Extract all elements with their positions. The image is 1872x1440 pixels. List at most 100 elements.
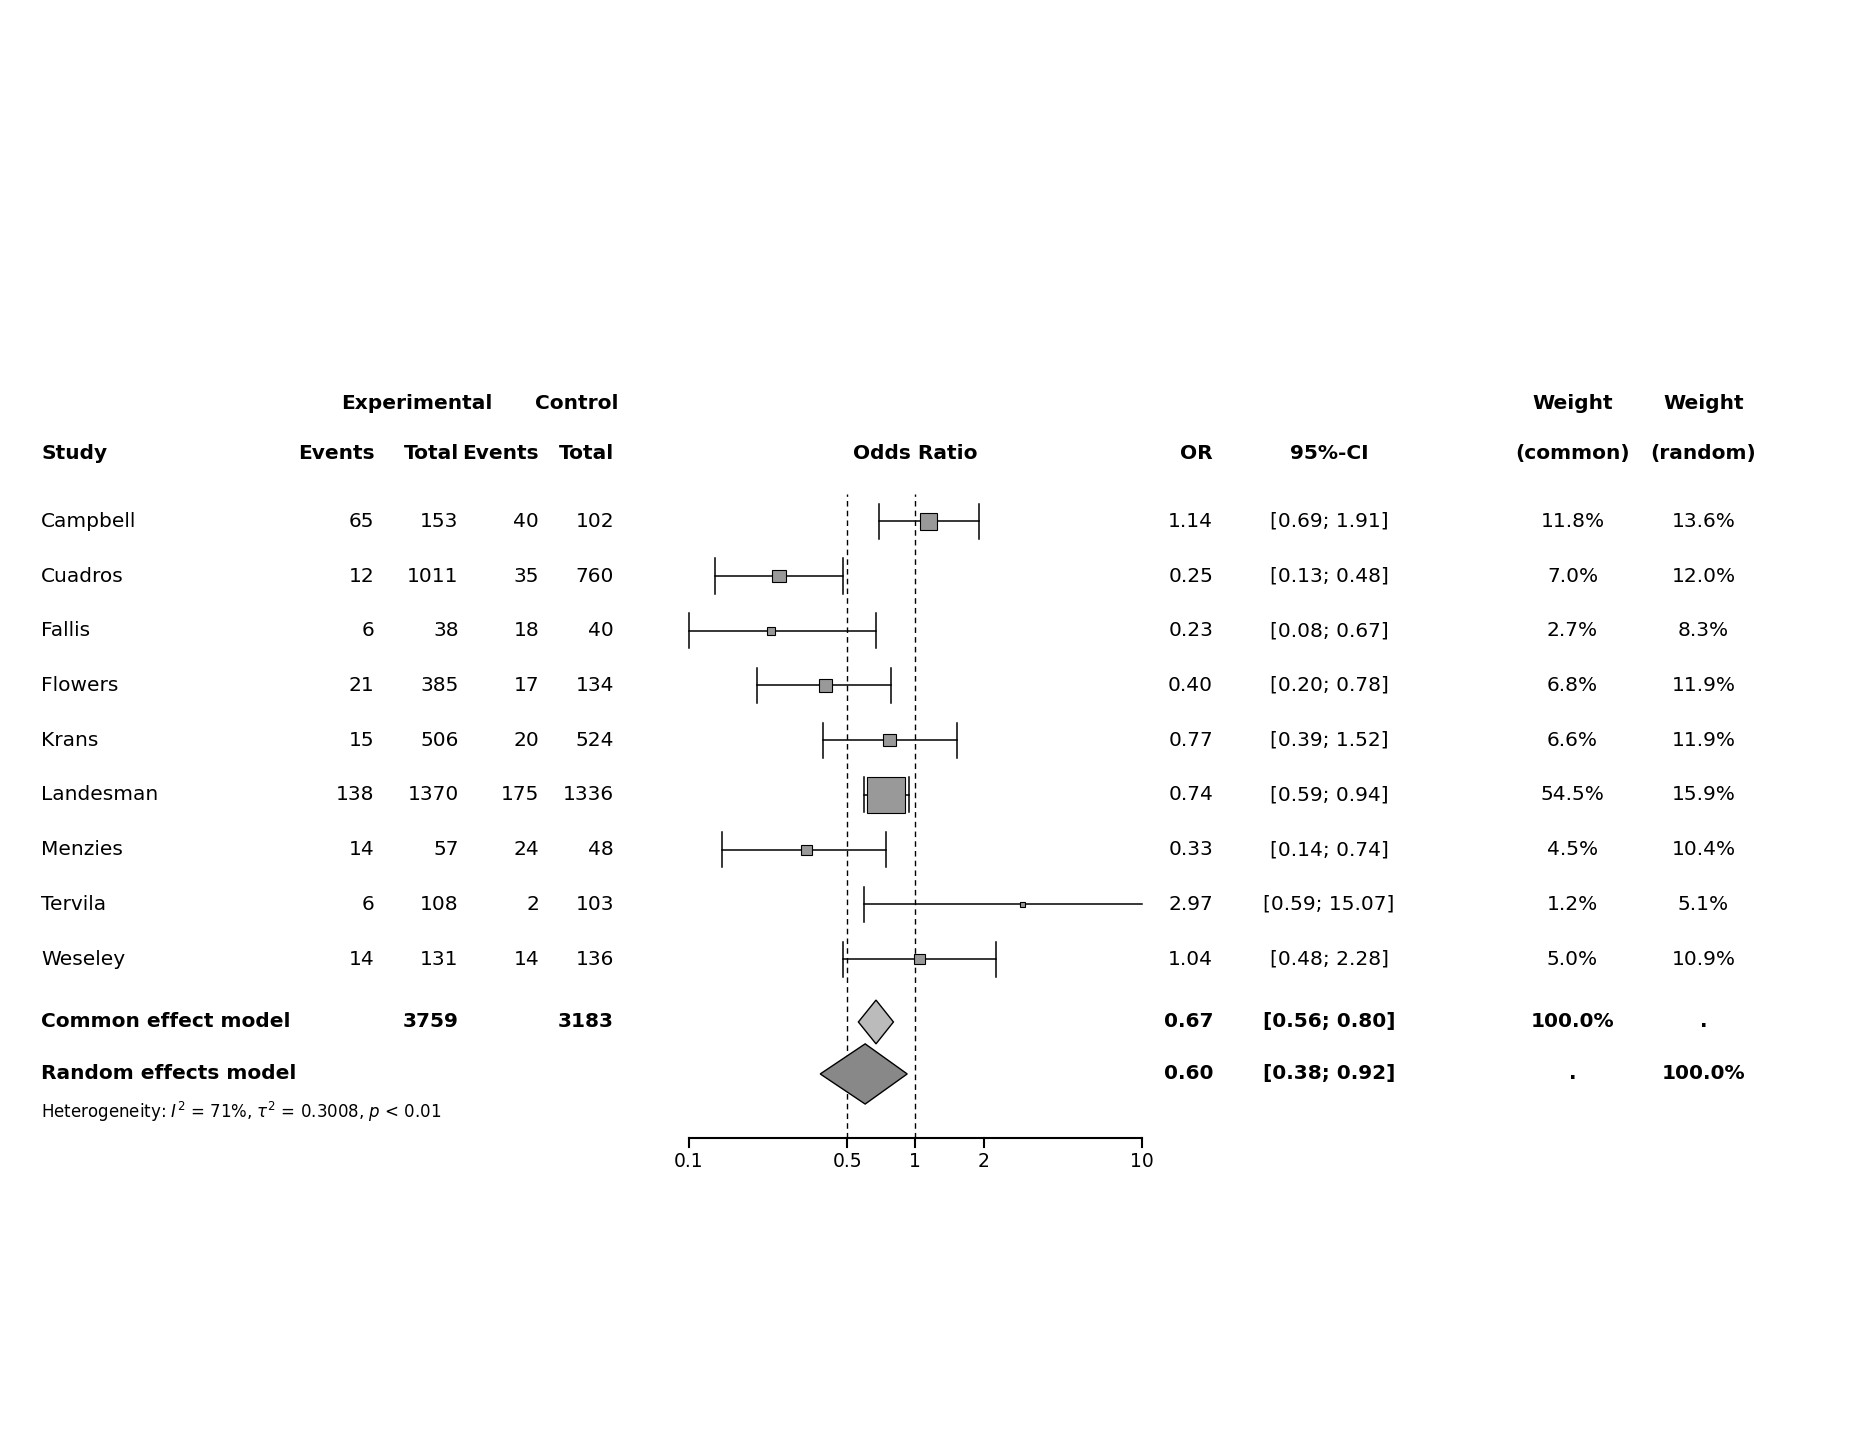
Text: 0.1: 0.1 xyxy=(674,1152,704,1171)
Text: Odds Ratio: Odds Ratio xyxy=(854,444,977,464)
Text: Cuadros: Cuadros xyxy=(41,566,124,586)
Text: [0.48; 2.28]: [0.48; 2.28] xyxy=(1269,949,1389,969)
Text: 0.40: 0.40 xyxy=(1168,675,1213,696)
Text: 8.3%: 8.3% xyxy=(1677,621,1730,641)
Text: 0.67: 0.67 xyxy=(1164,1012,1213,1031)
Text: 108: 108 xyxy=(419,894,459,914)
FancyBboxPatch shape xyxy=(914,953,925,965)
Text: 138: 138 xyxy=(335,785,374,805)
Text: OR: OR xyxy=(1181,444,1213,464)
Text: 13.6%: 13.6% xyxy=(1672,511,1735,531)
Text: [0.56; 0.80]: [0.56; 0.80] xyxy=(1264,1012,1395,1031)
Text: 65: 65 xyxy=(348,511,374,531)
Text: 14: 14 xyxy=(348,949,374,969)
Text: 5.0%: 5.0% xyxy=(1546,949,1599,969)
Text: 0.23: 0.23 xyxy=(1168,621,1213,641)
Text: 3759: 3759 xyxy=(402,1012,459,1031)
Text: (random): (random) xyxy=(1651,444,1756,464)
Text: Study: Study xyxy=(41,444,107,464)
Text: [0.20; 0.78]: [0.20; 0.78] xyxy=(1269,675,1389,696)
Text: Experimental: Experimental xyxy=(341,393,492,413)
Text: 15: 15 xyxy=(348,730,374,750)
Text: 175: 175 xyxy=(502,785,539,805)
Text: Menzies: Menzies xyxy=(41,840,124,860)
Text: 1336: 1336 xyxy=(563,785,614,805)
Text: 57: 57 xyxy=(432,840,459,860)
Text: [0.14; 0.74]: [0.14; 0.74] xyxy=(1269,840,1389,860)
Text: 0.5: 0.5 xyxy=(833,1152,861,1171)
Text: 24: 24 xyxy=(513,840,539,860)
Text: [0.38; 0.92]: [0.38; 0.92] xyxy=(1264,1064,1395,1083)
Text: 0.25: 0.25 xyxy=(1168,566,1213,586)
FancyBboxPatch shape xyxy=(919,513,938,530)
Text: 4.5%: 4.5% xyxy=(1546,840,1599,860)
Text: 1.14: 1.14 xyxy=(1168,511,1213,531)
Text: 40: 40 xyxy=(588,621,614,641)
Text: 20: 20 xyxy=(513,730,539,750)
Text: Flowers: Flowers xyxy=(41,675,118,696)
Text: .: . xyxy=(1700,1012,1707,1031)
Text: 131: 131 xyxy=(419,949,459,969)
Text: 10: 10 xyxy=(1131,1152,1153,1171)
Text: 760: 760 xyxy=(577,566,614,586)
Text: 10.4%: 10.4% xyxy=(1672,840,1735,860)
Text: Heterogeneity: $I^2$ = 71%, $\tau^2$ = 0.3008, $p$ < 0.01: Heterogeneity: $I^2$ = 71%, $\tau^2$ = 0… xyxy=(41,1100,442,1125)
FancyBboxPatch shape xyxy=(884,734,897,746)
Text: Total: Total xyxy=(402,444,459,464)
Text: 14: 14 xyxy=(348,840,374,860)
Text: [0.59; 15.07]: [0.59; 15.07] xyxy=(1264,894,1395,914)
Text: 2.7%: 2.7% xyxy=(1546,621,1599,641)
Text: 12: 12 xyxy=(348,566,374,586)
Text: .: . xyxy=(1569,1064,1576,1083)
Text: 100.0%: 100.0% xyxy=(1662,1064,1745,1083)
Text: 506: 506 xyxy=(421,730,459,750)
Text: 524: 524 xyxy=(575,730,614,750)
Text: 3183: 3183 xyxy=(558,1012,614,1031)
Text: Events: Events xyxy=(298,444,374,464)
Text: [0.13; 0.48]: [0.13; 0.48] xyxy=(1269,566,1389,586)
Text: 1.04: 1.04 xyxy=(1168,949,1213,969)
Text: 11.9%: 11.9% xyxy=(1672,675,1735,696)
Text: 48: 48 xyxy=(588,840,614,860)
Text: Weseley: Weseley xyxy=(41,949,125,969)
Text: 38: 38 xyxy=(432,621,459,641)
Text: 6: 6 xyxy=(361,894,374,914)
Text: 7.0%: 7.0% xyxy=(1546,566,1599,586)
Text: 10.9%: 10.9% xyxy=(1672,949,1735,969)
Text: 15.9%: 15.9% xyxy=(1672,785,1735,805)
Text: Landesman: Landesman xyxy=(41,785,159,805)
Text: 1: 1 xyxy=(910,1152,921,1171)
Text: Common effect model: Common effect model xyxy=(41,1012,290,1031)
Text: [0.59; 0.94]: [0.59; 0.94] xyxy=(1269,785,1389,805)
FancyBboxPatch shape xyxy=(867,778,904,812)
Text: 18: 18 xyxy=(513,621,539,641)
Text: Total: Total xyxy=(558,444,614,464)
Text: 0.60: 0.60 xyxy=(1164,1064,1213,1083)
Text: 153: 153 xyxy=(421,511,459,531)
Text: Krans: Krans xyxy=(41,730,99,750)
Text: Fallis: Fallis xyxy=(41,621,90,641)
FancyBboxPatch shape xyxy=(818,680,831,691)
Text: 0.77: 0.77 xyxy=(1168,730,1213,750)
Polygon shape xyxy=(820,1044,908,1104)
Text: Weight: Weight xyxy=(1662,393,1745,413)
Text: 2: 2 xyxy=(977,1152,990,1171)
FancyBboxPatch shape xyxy=(1020,901,1026,907)
Text: 103: 103 xyxy=(575,894,614,914)
Text: 12.0%: 12.0% xyxy=(1672,566,1735,586)
Text: 134: 134 xyxy=(575,675,614,696)
Text: 385: 385 xyxy=(421,675,459,696)
Text: 102: 102 xyxy=(575,511,614,531)
Text: Control: Control xyxy=(535,393,618,413)
Text: Random effects model: Random effects model xyxy=(41,1064,296,1083)
Text: 21: 21 xyxy=(348,675,374,696)
Text: 100.0%: 100.0% xyxy=(1531,1012,1614,1031)
Polygon shape xyxy=(859,999,893,1044)
Text: 17: 17 xyxy=(513,675,539,696)
Text: 2: 2 xyxy=(526,894,539,914)
Text: 6.6%: 6.6% xyxy=(1546,730,1599,750)
Text: 40: 40 xyxy=(513,511,539,531)
Text: [0.39; 1.52]: [0.39; 1.52] xyxy=(1269,730,1389,750)
Text: 5.1%: 5.1% xyxy=(1677,894,1730,914)
FancyBboxPatch shape xyxy=(768,626,775,635)
